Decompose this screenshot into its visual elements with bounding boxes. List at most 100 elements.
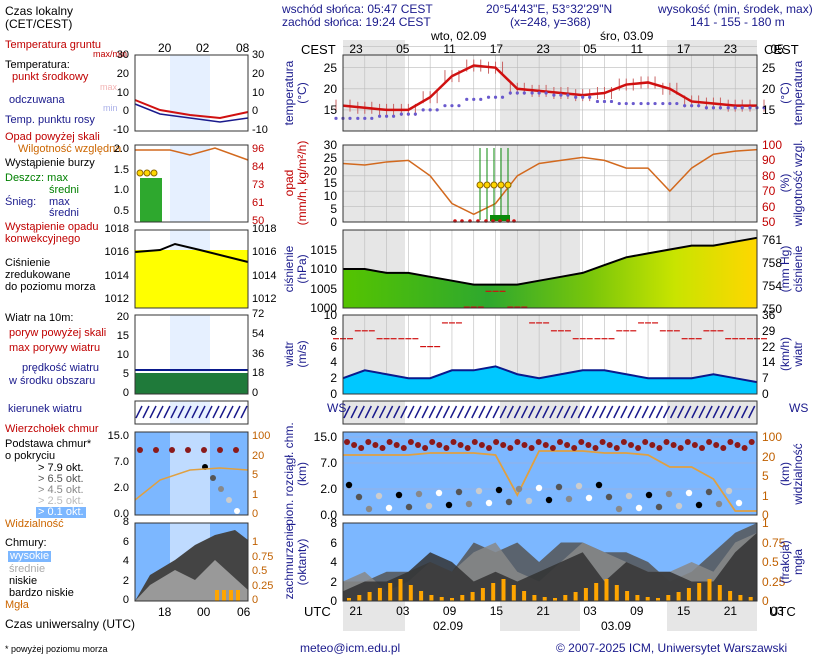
legend-tick-right: 0	[252, 105, 259, 118]
rain-bar	[490, 215, 510, 221]
prec-tick-right: 80	[762, 168, 776, 183]
legend-humidity: Wilgotność względna	[18, 143, 122, 155]
dew-point	[457, 104, 461, 108]
wind-tick-left: 6	[330, 339, 337, 354]
dew-point	[711, 106, 716, 110]
cloud-base-marker	[565, 495, 573, 503]
cloud-base-marker	[405, 503, 413, 511]
dew-point	[661, 101, 665, 106]
legend-tick-right: 72	[252, 308, 265, 320]
legend-tick-right: 20	[252, 449, 265, 462]
cloud-base-marker	[645, 491, 653, 499]
prec-tick-left: 5	[330, 202, 337, 216]
panel-y-label: opad (mm/h, kg/m²/h)	[282, 140, 309, 226]
legend-wind-mean2: w środku obszaru	[9, 375, 96, 387]
top-hour-label: 11	[630, 42, 644, 56]
wind-arrow	[634, 405, 642, 419]
day-label-2: śro, 03.09	[600, 29, 654, 43]
legend-tick-right: 100	[252, 430, 271, 442]
wind-tick-left: 4	[330, 355, 337, 370]
legend-panel-frame	[134, 314, 249, 395]
dew-point	[522, 91, 526, 95]
legend-highlight	[170, 401, 210, 424]
footer-email[interactable]: meteo@icm.edu.pl	[300, 641, 401, 655]
wind-tick-right: 22	[762, 339, 776, 354]
fog-bar	[553, 598, 557, 601]
dew-point	[733, 106, 737, 110]
cloud-top-marker	[571, 445, 578, 451]
wind-tick-left: 8	[330, 323, 337, 338]
legend-very-low: bardzo niskie	[9, 587, 74, 599]
fog-bar	[367, 592, 372, 601]
legend-tick-right: 30	[252, 49, 265, 61]
legend-fog-bar	[222, 590, 226, 601]
bottom-hour-label: 15	[676, 604, 691, 618]
legend-tick-right: 5	[252, 469, 259, 481]
cloud-top-marker	[748, 439, 755, 445]
cloud-tick-right: 5	[762, 469, 769, 483]
footer-night	[667, 601, 757, 631]
legend-wind-arrow	[184, 405, 192, 419]
top-hour-label: 11	[443, 42, 456, 56]
date-label-2: 03.09	[601, 619, 632, 633]
legend-wind-arrow	[240, 405, 248, 419]
wind-arrow	[748, 405, 756, 419]
day-label-1: wto, 02.09	[431, 29, 487, 43]
legend-dew-point: Temp. punktu rosy	[5, 114, 95, 126]
legend-cloud-top-marker	[169, 447, 175, 453]
legend-wind-arrow	[142, 405, 150, 419]
dir-ws: WS	[789, 401, 809, 415]
legend-cloud-base-marker	[210, 475, 216, 481]
cloud-top-marker	[415, 442, 421, 448]
bottom-hour-label: 15	[489, 604, 504, 618]
legend-cloud-base-marker	[218, 486, 224, 492]
wind-arrow	[655, 405, 664, 419]
wind-arrow	[343, 405, 351, 419]
legend-tick-left: 2	[122, 574, 129, 587]
legend-wind-arrow	[156, 405, 164, 419]
legend-tick-left: 4	[122, 555, 129, 567]
cloud-tick-left: 2.0	[320, 482, 337, 496]
footer-night	[343, 601, 405, 631]
legend-wind-arrow	[135, 405, 143, 419]
fog-bar	[470, 592, 475, 601]
grid-text: (x=248, y=368)	[510, 15, 591, 29]
panel-frame	[342, 229, 758, 309]
wind-arrow	[520, 405, 529, 419]
dew-point	[697, 104, 701, 108]
temp-tick-right: 20	[762, 81, 776, 96]
cov-tick-left: 4	[330, 555, 337, 569]
sunset-text: zachód słońca: 19:24 CEST	[282, 15, 431, 29]
utc-left: UTC	[304, 604, 331, 619]
legend-perceived: odczuwana	[9, 94, 65, 106]
altitude-title: wysokość (min, środek, max)	[658, 2, 813, 16]
fog-bar	[408, 585, 413, 601]
date-label-1: 02.09	[433, 619, 464, 633]
cloud-base-marker	[465, 500, 473, 508]
legend-snow-mean: średni	[49, 207, 79, 219]
legend-cloud-top: Wierzchołek chmur	[5, 423, 99, 435]
panel-y-label: wiatr (m/s)	[282, 340, 309, 368]
top-hour-label: 23	[349, 42, 363, 56]
bottom-hour-label: 03	[770, 604, 784, 618]
wind-arrow	[712, 405, 720, 419]
dew-point	[377, 114, 382, 118]
legend-rain-mean: średni	[49, 184, 79, 196]
cloud-top-marker	[521, 442, 528, 448]
legend-tick-right: 61	[252, 197, 265, 209]
legend-wind-arrow	[219, 405, 227, 419]
legend-tick-left: 7.0	[113, 456, 129, 468]
legend-tick-left: 0.5	[113, 205, 129, 217]
legend-hour-2: 02	[196, 41, 210, 55]
legend-tick-right: 50	[252, 215, 265, 227]
legend-wind-arrow	[205, 405, 213, 419]
wind-arrow	[371, 405, 380, 419]
legend-tick-right: 1018	[252, 223, 277, 235]
panel-y-label: (frakcja) mgła	[778, 540, 805, 584]
legend-perceived-line	[134, 103, 249, 123]
top-hour-label: 17	[489, 42, 504, 56]
dew-point	[646, 101, 650, 106]
dew-point	[631, 101, 635, 106]
legend-pressure3: do poziomu morza	[5, 281, 96, 293]
cloud-base-marker	[545, 496, 553, 504]
